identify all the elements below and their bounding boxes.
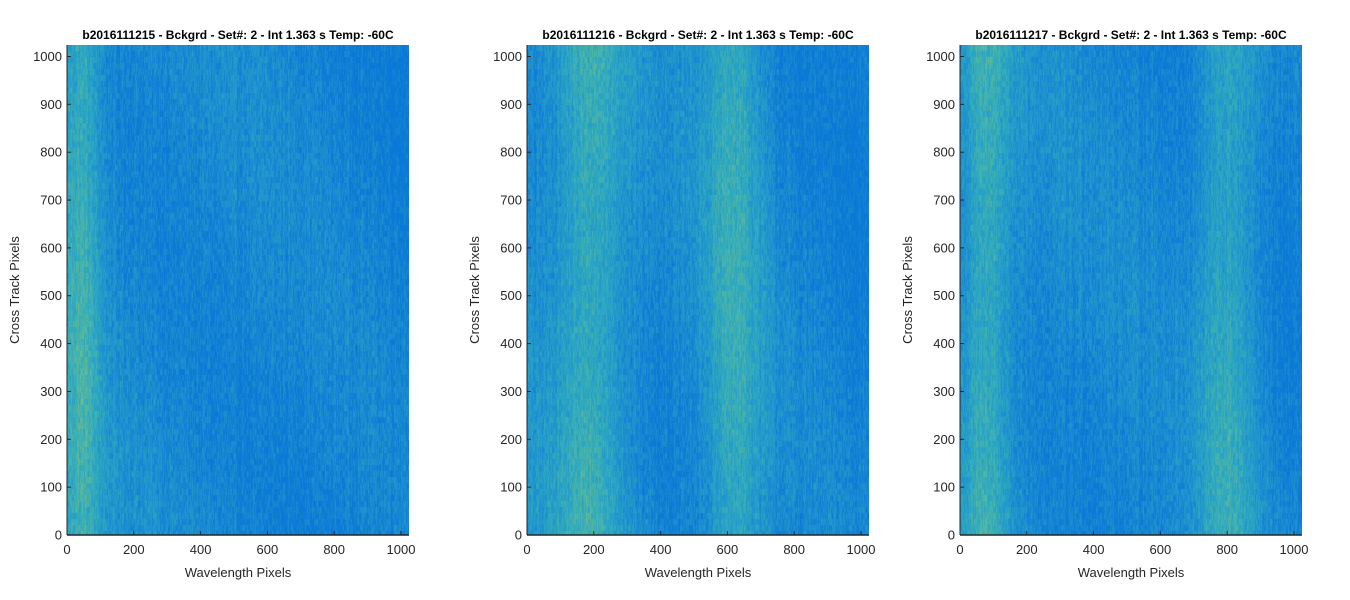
x-tick-label: 600	[717, 542, 739, 557]
y-tick-label: 500	[500, 288, 522, 303]
x-axis-label: Wavelength Pixels	[185, 565, 292, 580]
x-tick-label: 200	[1016, 542, 1038, 557]
x-tick-label: 0	[63, 542, 70, 557]
y-tick-label: 0	[515, 528, 522, 543]
panel-title: b2016111215 - Bckgrd - Set#: 2 - Int 1.3…	[82, 28, 394, 42]
y-tick-label: 800	[40, 145, 62, 160]
heatmap-image	[960, 45, 1302, 535]
y-tick-label: 0	[55, 528, 62, 543]
y-tick-label: 1000	[33, 49, 62, 64]
y-tick-label: 300	[933, 384, 955, 399]
x-axis-label: Wavelength Pixels	[645, 565, 752, 580]
x-tick-label: 1000	[387, 542, 416, 557]
x-tick-label: 600	[1150, 542, 1172, 557]
y-axis-label: Cross Track Pixels	[900, 236, 915, 344]
y-axis-label: Cross Track Pixels	[7, 236, 22, 344]
y-tick-label: 200	[40, 432, 62, 447]
y-tick-label: 400	[40, 336, 62, 351]
y-tick-label: 1000	[926, 49, 955, 64]
heatmap-svg-3: b2016111217 - Bckgrd - Set#: 2 - Int 1.3…	[900, 28, 1308, 580]
y-tick-label: 800	[500, 145, 522, 160]
y-tick-label: 600	[933, 240, 955, 255]
x-tick-label: 400	[650, 542, 672, 557]
x-tick-label: 200	[583, 542, 605, 557]
y-axis-label: Cross Track Pixels	[467, 236, 482, 344]
y-tick-label: 300	[40, 384, 62, 399]
x-tick-label: 400	[1083, 542, 1105, 557]
plot-area: 0 200 400 600 800 1000 0 100 200 300 400 500 600 700 8…	[926, 45, 1308, 557]
y-tick-label: 200	[500, 432, 522, 447]
heatmap-panel-2: b2016111216 - Bckgrd - Set#: 2 - Int 1.3…	[460, 0, 910, 600]
plot-area: 0 200 400 600 800 1000 0 100 200 300 400 500 600 700 8…	[493, 45, 875, 557]
x-tick-label: 0	[956, 542, 963, 557]
y-tick-label: 500	[933, 288, 955, 303]
x-tick-label: 200	[123, 542, 145, 557]
heatmap-panel-3: b2016111217 - Bckgrd - Set#: 2 - Int 1.3…	[893, 0, 1343, 600]
x-tick-label: 400	[190, 542, 212, 557]
y-tick-label: 100	[933, 480, 955, 495]
panel-title: b2016111216 - Bckgrd - Set#: 2 - Int 1.3…	[542, 28, 854, 42]
x-tick-label: 1000	[847, 542, 876, 557]
y-tick-label: 100	[500, 480, 522, 495]
heatmap-image	[67, 45, 409, 535]
y-tick-label: 400	[500, 336, 522, 351]
y-tick-label: 600	[500, 240, 522, 255]
x-axis-label: Wavelength Pixels	[1078, 565, 1185, 580]
heatmap-image	[527, 45, 869, 535]
y-tick-label: 600	[40, 240, 62, 255]
y-tick-label: 700	[933, 193, 955, 208]
y-tick-label: 500	[40, 288, 62, 303]
heatmap-panel-1: b2016111215 - Bckgrd - Set#: 2 - Int 1.3…	[0, 0, 450, 600]
y-tick-label: 700	[40, 193, 62, 208]
x-tick-label: 0	[523, 542, 530, 557]
x-tick-label: 600	[257, 542, 279, 557]
panel-title: b2016111217 - Bckgrd - Set#: 2 - Int 1.3…	[975, 28, 1287, 42]
x-tick-label: 800	[783, 542, 805, 557]
x-tick-label: 800	[323, 542, 345, 557]
x-tick-label: 800	[1216, 542, 1238, 557]
y-tick-label: 100	[40, 480, 62, 495]
y-tick-label: 200	[933, 432, 955, 447]
y-tick-label: 700	[500, 193, 522, 208]
y-tick-label: 0	[948, 528, 955, 543]
heatmap-svg-1: b2016111215 - Bckgrd - Set#: 2 - Int 1.3…	[7, 28, 415, 580]
x-tick-label: 1000	[1280, 542, 1309, 557]
y-tick-label: 400	[933, 336, 955, 351]
heatmap-svg-2: b2016111216 - Bckgrd - Set#: 2 - Int 1.3…	[467, 28, 875, 580]
y-tick-label: 900	[933, 97, 955, 112]
y-tick-label: 300	[500, 384, 522, 399]
plot-area: 0 200 400 600 800 1000 0 100 200 300 400 500 600 700 8…	[33, 45, 415, 557]
y-tick-label: 800	[933, 145, 955, 160]
y-tick-label: 900	[500, 97, 522, 112]
y-tick-label: 1000	[493, 49, 522, 64]
y-tick-label: 900	[40, 97, 62, 112]
